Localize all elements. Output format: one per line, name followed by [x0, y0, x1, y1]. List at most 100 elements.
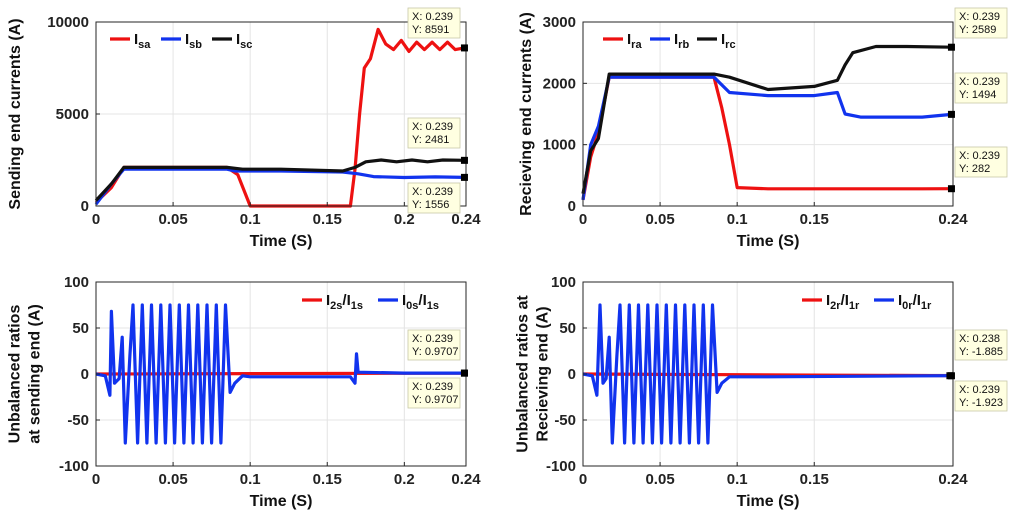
- datatip-box: [407, 182, 461, 214]
- datatip-y: Y: 282: [959, 163, 990, 175]
- y-tick-label: 0: [568, 198, 576, 215]
- legend-entry: Ira: [627, 31, 642, 51]
- legend: I2r/I1r I0r/I1r: [802, 292, 932, 312]
- x-tick-label: 0.1: [240, 471, 261, 488]
- legend-entry: Isc: [236, 31, 252, 51]
- x-tick-label: 0.15: [313, 471, 342, 488]
- datatip-marker[interactable]: [460, 44, 468, 52]
- datatip-x: X: 0.239: [412, 11, 453, 23]
- series-group: [582, 303, 952, 445]
- y-tick-label: -100: [59, 458, 89, 475]
- series-group: [581, 44, 952, 201]
- x-tick-label: 0.24: [451, 211, 481, 228]
- x-axis-label: Time (S): [250, 233, 313, 250]
- datatip-marker[interactable]: [947, 43, 955, 51]
- y-tick-label: 1000: [543, 137, 576, 154]
- chart-4: 0 0.05 0.1 0.15 0.24 -100 -50 0 50 100 Time (S) Unb…: [514, 274, 1008, 510]
- x-axis-label: Time (S): [737, 493, 800, 510]
- y-tick-label: -50: [67, 412, 89, 429]
- legend-entry: I2s/I1s: [326, 292, 363, 312]
- datatip-box: [407, 117, 461, 149]
- datatip-box: [954, 329, 1008, 361]
- datatip-marker[interactable]: [947, 372, 955, 380]
- plot-area: [583, 22, 953, 206]
- chart-3: 0 0.05 0.1 0.15 0.2 0.24 -100 -50 0 50 100 Time (S)…: [6, 274, 481, 510]
- y-tick-label: 3000: [543, 14, 576, 31]
- series-line-Irc: [581, 44, 952, 194]
- x-tick-label: 0.05: [645, 471, 674, 488]
- datatip-y: Y: 1494: [959, 89, 996, 101]
- legend: Isa Isb Isc: [110, 31, 252, 51]
- datatip-marker[interactable]: [460, 173, 468, 181]
- series-line-I0s/I1s: [95, 303, 465, 445]
- datatip-box: [954, 7, 1008, 39]
- y-axis-label: Unbalanced ratios at sending end (A): [6, 304, 43, 444]
- x-tick-label: 0.24: [938, 471, 968, 488]
- datatip-y: Y: 0.9707: [412, 394, 459, 406]
- series-group: [94, 27, 465, 208]
- x-tick-label: 0.05: [158, 211, 187, 228]
- x-tick-label: 0.1: [240, 211, 261, 228]
- datatip-y: Y: -1.885: [959, 346, 1003, 358]
- x-tick-label: 0: [92, 471, 100, 488]
- datatip-box: [407, 329, 461, 361]
- datatip-marker[interactable]: [460, 369, 468, 377]
- x-tick-label: 0.2: [394, 211, 415, 228]
- series-line-Isc: [94, 158, 465, 202]
- x-tick-label: 0.05: [645, 211, 674, 228]
- datatip-x: X: 0.239: [959, 150, 1000, 162]
- y-axis-label: Sending end currents (A): [7, 18, 24, 209]
- x-tick-label: 0.15: [800, 211, 829, 228]
- x-tick-label: 0: [579, 211, 587, 228]
- legend-entry: I2r/I1r: [826, 292, 860, 312]
- datatip-box: [954, 72, 1008, 104]
- datatip-y: Y: 8591: [412, 24, 449, 36]
- y-tick-label: 0: [81, 198, 89, 215]
- x-tick-label: 0.24: [938, 211, 968, 228]
- datatip-box: [954, 380, 1008, 412]
- chart-1: 0 0.05 0.1 0.15 0.2 0.24 0 5000 10000 Time (S) Sen…: [7, 7, 481, 250]
- y-tick-label: 5000: [56, 106, 89, 123]
- y-tick-label: 2000: [543, 75, 576, 92]
- datatip-y: Y: -1.923: [959, 397, 1003, 409]
- datatip-y: Y: 1556: [412, 199, 449, 211]
- x-tick-label: 0.24: [451, 471, 481, 488]
- datatip-y: Y: 2589: [959, 24, 996, 36]
- chart-2: 0 0.05 0.1 0.15 0.24 0 1000 2000 3000 Time (S) Rec…: [518, 7, 1008, 250]
- y-axis-label: Unbalanced ratios at Recieving end (A): [514, 295, 551, 453]
- legend-entry: Irc: [721, 31, 736, 51]
- y-tick-label: -50: [554, 412, 576, 429]
- datatip-marker[interactable]: [460, 156, 468, 164]
- legend-entry: Isb: [185, 31, 202, 51]
- y-axis-label: Recieving end currents (A): [518, 12, 535, 216]
- y-tick-label: 100: [64, 274, 89, 291]
- x-axis-label: Time (S): [250, 493, 313, 510]
- datatip-x: X: 0.239: [959, 11, 1000, 23]
- legend: I2s/I1s I0s/I1s: [302, 292, 439, 312]
- series-group: [95, 303, 465, 445]
- datatip-marker[interactable]: [947, 110, 955, 118]
- datatip-x: X: 0.239: [959, 384, 1000, 396]
- datatip-box: [954, 146, 1008, 178]
- y-tick-label: 0: [568, 366, 576, 383]
- datatip-marker[interactable]: [947, 185, 955, 193]
- x-tick-label: 0.2: [394, 471, 415, 488]
- y-tick-label: 50: [559, 320, 576, 337]
- x-tick-label: 0: [579, 471, 587, 488]
- x-tick-label: 0: [92, 211, 100, 228]
- datatip-x: X: 0.239: [412, 333, 453, 345]
- datatip-x: X: 0.239: [412, 121, 453, 133]
- datatip-x: X: 0.239: [412, 381, 453, 393]
- legend-entry: Irb: [674, 31, 689, 51]
- y-tick-label: -100: [546, 458, 576, 475]
